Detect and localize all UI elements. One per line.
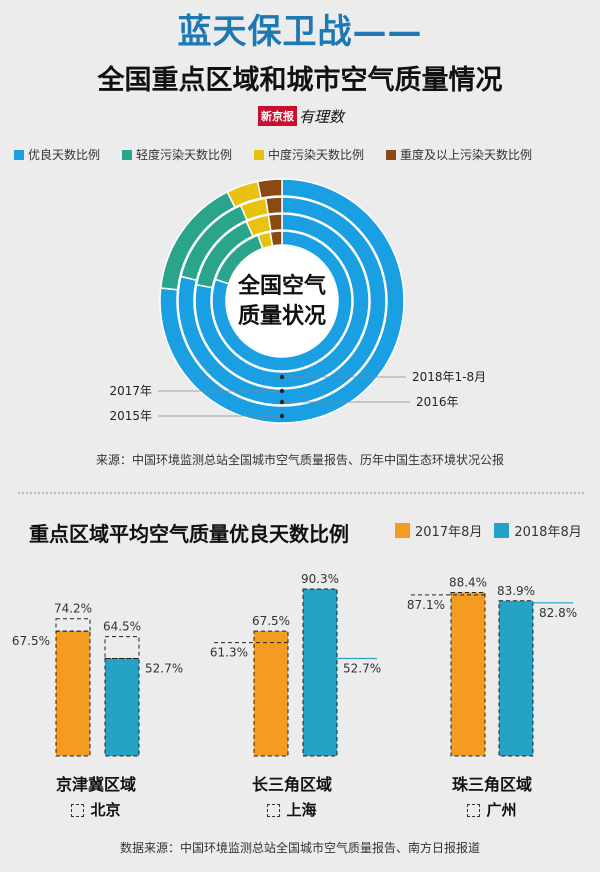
year-pointer-dot [279,388,285,394]
data-label: 67.5% [12,634,50,648]
donut-segment [194,213,370,389]
bar-2017 [55,630,91,757]
city-label-guangzhou: 广州 [422,799,562,820]
bar-legend: 2017年8月 2018年8月 [395,521,582,540]
data-label: 52.7% [145,662,183,676]
page-title-line1: 蓝天保卫战—— [177,12,423,52]
donut-segment [256,178,283,199]
legend-item-2018: 2018年8月 [494,521,582,540]
brand-logo: 新京报 有理数 [258,106,344,126]
donut-center [227,246,337,356]
logo-box-text: 新京报 [258,106,297,126]
city-dash-2018 [104,636,140,660]
data-label: 61.3% [210,646,248,660]
data-label: 90.3% [301,572,339,586]
year-label: 2015年 [109,409,152,423]
donut-legend: 优良天数比例 轻度污染天数比例 中度污染天数比例 重度及以上污染天数比例 [14,146,594,163]
legend-item-heavy: 重度及以上污染天数比例 [386,146,532,163]
city-label-beijing: 北京 [26,799,166,820]
source-note-1: 来源：中国环境监测总站全国城市空气质量报告、历年中国生态环境状况公报 [95,453,504,467]
year-label: 2016年 [416,395,459,409]
bar-2017 [253,630,289,757]
region-label-csj: 长三角区域 [251,775,332,794]
data-label: 64.5% [103,620,141,634]
year-pointer-dot [279,399,285,405]
city-label-shanghai: 上海 [222,799,362,820]
year-pointer-dot [279,374,285,380]
data-label: 88.4% [449,575,487,589]
donut-segment [264,196,283,215]
bar-2018 [302,588,338,757]
data-label: 67.5% [252,614,290,628]
data-label: 52.7% [343,662,381,676]
section-divider [18,492,584,494]
donut-segment [269,230,283,247]
donut-segment [211,230,353,372]
legend-item-good: 优良天数比例 [14,146,100,163]
region-label-zsj: 珠三角区域 [451,775,532,794]
donut-center-label: 全国空气 [237,273,326,299]
donut-segment [267,213,283,232]
bar-2018 [498,600,534,757]
data-label: 87.1% [407,598,445,612]
region-label-jjj: 京津冀区域 [55,775,136,794]
source-note-2: 数据来源：中国环境监测总站全国城市空气质量报告、南方日报报道 [119,841,480,855]
year-pointer-dot [279,413,285,419]
city-dash-2017 [55,618,91,632]
legend-item-light: 轻度污染天数比例 [122,146,232,163]
legend-item-2017: 2017年8月 [395,521,482,540]
year-label: 2017年 [109,384,152,398]
page-title-line2: 全国重点区域和城市空气质量情况 [97,65,503,96]
donut-center-label: 质量状况 [238,304,326,329]
data-label: 74.2% [54,602,92,616]
bar-2018 [104,658,140,757]
bar-2017 [450,591,486,757]
data-label: 83.9% [497,584,535,598]
year-label: 2018年1-8月 [412,370,486,384]
logo-hand-text: 有理数 [299,107,345,126]
data-label: 82.8% [539,606,577,620]
legend-item-moderate: 中度污染天数比例 [254,146,364,163]
bar-chart-title: 重点区域平均空气质量优良天数比例 [29,522,349,546]
donut-segment [177,196,387,406]
